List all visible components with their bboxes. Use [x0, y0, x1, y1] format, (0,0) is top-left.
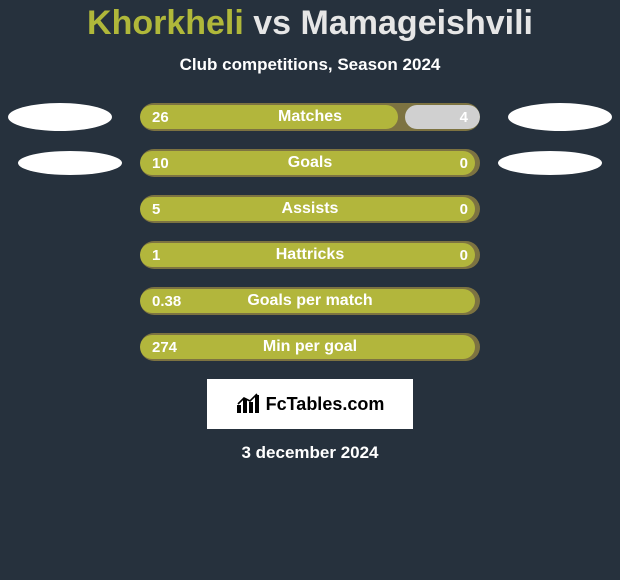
stat-row: Min per goal274	[0, 333, 620, 361]
stat-bar-track: Min per goal	[140, 333, 480, 361]
brand-box: FcTables.com	[207, 379, 413, 429]
stat-row: Goals per match0.38	[0, 287, 620, 315]
comparison-infographic: Khorkheli vs Mamageishvili Club competit…	[0, 0, 620, 580]
stat-bar-left	[140, 197, 475, 221]
stat-value-left: 5	[152, 195, 160, 223]
page-title: Khorkheli vs Mamageishvili	[0, 4, 620, 43]
stat-bar-left	[140, 151, 475, 175]
player-left-portrait-placeholder	[8, 103, 112, 131]
title-vs: vs	[244, 4, 301, 42]
stat-value-left: 26	[152, 103, 169, 131]
stat-value-left: 1	[152, 241, 160, 269]
stat-bar-left	[140, 243, 475, 267]
stat-bar-left	[140, 335, 475, 359]
brand-text: FcTables.com	[266, 394, 385, 415]
stat-bar-left	[140, 289, 475, 313]
stat-bar-track: Matches	[140, 103, 480, 131]
stat-row: Hattricks1 0	[0, 241, 620, 269]
stat-value-left: 0.38	[152, 287, 181, 315]
bar-chart-icon	[236, 393, 260, 415]
player-right-name: Mamageishvili	[301, 4, 533, 42]
stat-value-left: 10	[152, 149, 169, 177]
date-text: 3 december 2024	[0, 443, 620, 463]
stat-bar-left	[140, 105, 398, 129]
player-left-name: Khorkheli	[87, 4, 244, 42]
stat-bar-track: Goals per match	[140, 287, 480, 315]
stat-value-right: 0	[460, 241, 468, 269]
stat-value-right: 0	[460, 149, 468, 177]
player-right-portrait-placeholder	[498, 151, 602, 175]
stat-row: Goals10 0	[0, 149, 620, 177]
stat-value-left: 274	[152, 333, 177, 361]
subtitle: Club competitions, Season 2024	[0, 55, 620, 75]
stat-bar-track: Assists	[140, 195, 480, 223]
stat-row: Matches26 4	[0, 103, 620, 131]
stat-value-right: 4	[460, 103, 468, 131]
player-left-portrait-placeholder	[18, 151, 122, 175]
stat-bar-track: Hattricks	[140, 241, 480, 269]
stat-value-right: 0	[460, 195, 468, 223]
stat-bar-track: Goals	[140, 149, 480, 177]
stats-area: Matches264Goals100Assists50Hattricks10Go…	[0, 103, 620, 361]
stat-bar-right	[405, 105, 480, 129]
stat-row: Assists5 0	[0, 195, 620, 223]
player-right-portrait-placeholder	[508, 103, 612, 131]
